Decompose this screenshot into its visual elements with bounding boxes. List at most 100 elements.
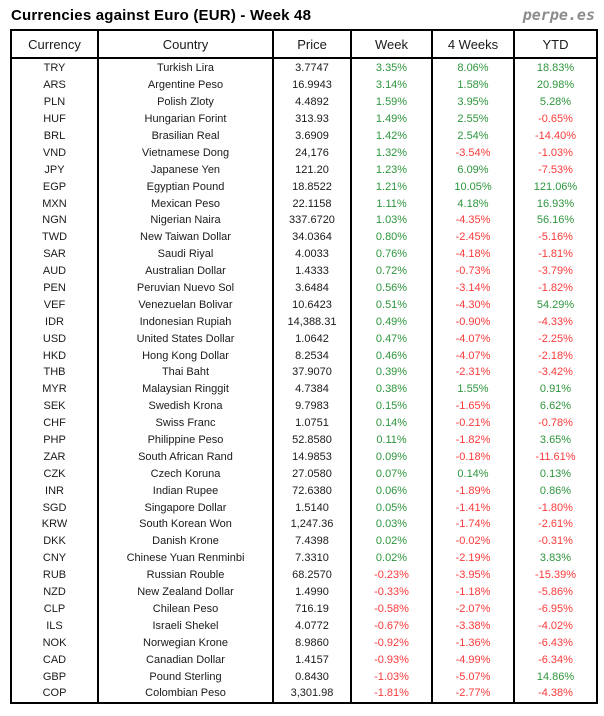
currency-code: SAR	[10, 245, 99, 263]
currency-code: SGD	[10, 499, 99, 517]
four-weeks-change: -3.14%	[431, 279, 515, 297]
column-header-week: Week	[350, 29, 433, 59]
currency-code: THB	[10, 364, 99, 381]
week-change: 1.42%	[350, 127, 433, 145]
ytd-change: -2.61%	[513, 516, 598, 533]
price-value: 27.0580	[272, 465, 352, 483]
table-row: RUB Russian Rouble 68.2570 -0.23% -3.95% -15.…	[10, 566, 598, 584]
ytd-change: -0.78%	[513, 414, 598, 432]
ytd-change: 5.28%	[513, 93, 598, 111]
table-row: BRL Brasilian Real 3.6909 1.42% 2.54% -14.40%	[10, 127, 598, 145]
table-row: EGP Egyptian Pound 18.8522 1.21% 10.05% 121.0…	[10, 178, 598, 196]
four-weeks-change: 1.55%	[431, 380, 515, 398]
four-weeks-change: 2.54%	[431, 127, 515, 145]
price-value: 14,388.31	[272, 313, 352, 331]
four-weeks-change: -4.07%	[431, 330, 515, 348]
four-weeks-change: -2.45%	[431, 228, 515, 246]
price-value: 4.7384	[272, 380, 352, 398]
four-weeks-change: -0.21%	[431, 414, 515, 432]
country-name: Singapore Dollar	[97, 499, 274, 517]
currency-code: USD	[10, 330, 99, 348]
week-change: 0.06%	[350, 482, 433, 500]
table-row: MYR Malaysian Ringgit 4.7384 0.38% 1.55% 0.91…	[10, 380, 598, 398]
ytd-change: 0.13%	[513, 465, 598, 483]
table-row: DKK Danish Krone 7.4398 0.02% -0.02% -0.31%	[10, 532, 598, 550]
country-name: Norwegian Krone	[97, 634, 274, 652]
week-change: -0.93%	[350, 651, 433, 669]
country-name: Israeli Shekel	[97, 617, 274, 635]
ytd-change: 16.93%	[513, 195, 598, 213]
header-row: Currency Country Price Week 4 Weeks YTD	[10, 29, 598, 59]
currency-code: GBP	[10, 668, 99, 685]
currency-code: EGP	[10, 178, 99, 196]
table-row: NGN Nigerian Naira 337.6720 1.03% -4.35% 56.1…	[10, 212, 598, 229]
week-change: 0.11%	[350, 431, 433, 449]
price-value: 7.3310	[272, 549, 352, 567]
table-row: CAD Canadian Dollar 1.4157 -0.93% -4.99% -6.3…	[10, 651, 598, 669]
currency-code: ILS	[10, 617, 99, 635]
country-name: New Taiwan Dollar	[97, 228, 274, 246]
country-name: Saudi Riyal	[97, 245, 274, 263]
country-name: Swedish Krona	[97, 397, 274, 415]
price-value: 4.0772	[272, 617, 352, 635]
currency-code: VND	[10, 144, 99, 162]
price-value: 10.6423	[272, 296, 352, 314]
ytd-change: -15.39%	[513, 566, 598, 584]
week-change: 1.32%	[350, 144, 433, 162]
table-row: KRW South Korean Won 1,247.36 0.03% -1.74% -2…	[10, 516, 598, 533]
currency-code: HUF	[10, 110, 99, 128]
currency-code: TWD	[10, 228, 99, 246]
country-name: New Zealand Dollar	[97, 583, 274, 601]
four-weeks-change: -4.07%	[431, 347, 515, 365]
table-row: ARS Argentine Peso 16.9943 3.14% 1.58% 20.98%	[10, 76, 598, 94]
price-value: 313.93	[272, 110, 352, 128]
price-value: 68.2570	[272, 566, 352, 584]
country-name: Turkish Lira	[97, 58, 274, 77]
country-name: Peruvian Nuevo Sol	[97, 279, 274, 297]
four-weeks-change: -4.99%	[431, 651, 515, 669]
price-value: 8.9860	[272, 634, 352, 652]
table-row: INR Indian Rupee 72.6380 0.06% -1.89% 0.86%	[10, 482, 598, 500]
table-row: AUD Australian Dollar 1.4333 0.72% -0.73% -3.…	[10, 262, 598, 280]
country-name: Mexican Peso	[97, 195, 274, 213]
four-weeks-change: -4.30%	[431, 296, 515, 314]
ytd-change: -1.82%	[513, 279, 598, 297]
table-row: SEK Swedish Krona 9.7983 0.15% -1.65% 6.62%	[10, 397, 598, 415]
four-weeks-change: 3.95%	[431, 93, 515, 111]
currency-code: COP	[10, 684, 99, 703]
country-name: United States Dollar	[97, 330, 274, 348]
table-row: CLP Chilean Peso 716.19 -0.58% -2.07% -6.95%	[10, 600, 598, 618]
four-weeks-change: -2.19%	[431, 549, 515, 567]
country-name: Egyptian Pound	[97, 178, 274, 196]
country-name: Malaysian Ringgit	[97, 380, 274, 398]
currency-code: IDR	[10, 313, 99, 331]
ytd-change: -4.38%	[513, 684, 598, 703]
four-weeks-change: -0.18%	[431, 448, 515, 466]
price-value: 1.4990	[272, 583, 352, 601]
currency-code: PEN	[10, 279, 99, 297]
currency-code: CHF	[10, 414, 99, 432]
ytd-change: 14.86%	[513, 668, 598, 685]
ytd-change: 3.65%	[513, 431, 598, 449]
four-weeks-change: -1.41%	[431, 499, 515, 517]
ytd-change: -3.79%	[513, 262, 598, 280]
ytd-change: -1.03%	[513, 144, 598, 162]
currency-code: NZD	[10, 583, 99, 601]
ytd-change: -6.34%	[513, 651, 598, 669]
week-change: 0.76%	[350, 245, 433, 263]
four-weeks-change: -0.90%	[431, 313, 515, 331]
ytd-change: -5.86%	[513, 583, 598, 601]
currency-code: NGN	[10, 212, 99, 229]
country-name: Hungarian Forint	[97, 110, 274, 128]
country-name: Indian Rupee	[97, 482, 274, 500]
country-name: South African Rand	[97, 448, 274, 466]
week-change: 0.02%	[350, 532, 433, 550]
four-weeks-change: -2.77%	[431, 684, 515, 703]
currency-code: KRW	[10, 516, 99, 533]
ytd-change: -6.95%	[513, 600, 598, 618]
table-row: CHF Swiss Franc 1.0751 0.14% -0.21% -0.78%	[10, 414, 598, 432]
week-change: 0.38%	[350, 380, 433, 398]
table-row: PLN Polish Zloty 4.4892 1.59% 3.95% 5.28%	[10, 93, 598, 111]
country-name: Nigerian Naira	[97, 212, 274, 229]
